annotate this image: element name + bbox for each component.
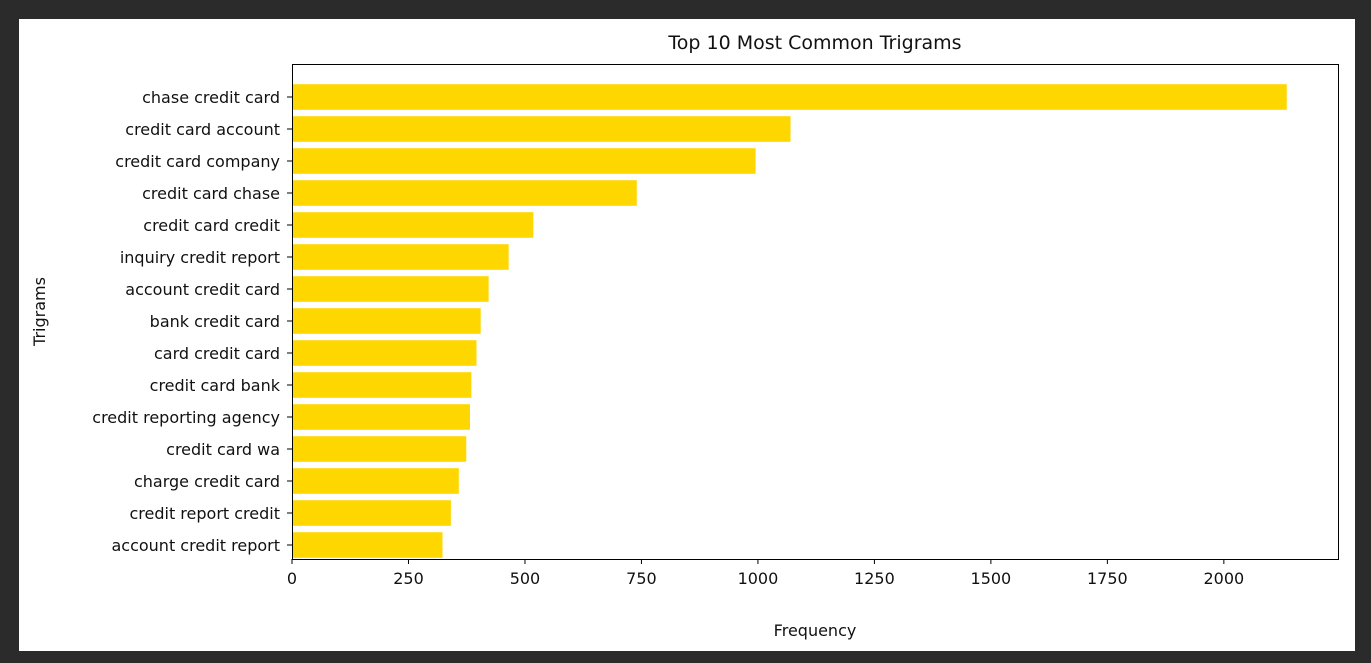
x-tick-label: 750	[626, 569, 657, 588]
y-tick-label: account credit card	[125, 280, 280, 299]
chart-svg: Top 10 Most Common Trigrams chase credit…	[30, 32, 1339, 640]
y-tick-label: credit card credit	[143, 216, 280, 235]
x-tick-label: 500	[510, 569, 541, 588]
y-tick-label: card credit card	[154, 344, 280, 363]
y-tick-label: credit card account	[125, 120, 280, 139]
y-axis-label: Trigrams	[30, 277, 49, 347]
bar	[292, 436, 467, 462]
bar	[292, 404, 470, 430]
bar	[292, 308, 481, 334]
y-tick-label: credit card chase	[142, 184, 280, 203]
x-tick-label: 2000	[1203, 569, 1244, 588]
y-tick-label: chase credit card	[142, 88, 280, 107]
bar	[292, 180, 637, 206]
y-ticks: chase credit card credit card account cred…	[92, 88, 292, 555]
chart-title: Top 10 Most Common Trigrams	[667, 32, 961, 54]
y-tick-label: inquiry credit report	[120, 248, 280, 267]
bar	[292, 372, 472, 398]
bar	[292, 84, 1287, 110]
bar	[292, 212, 534, 238]
bar	[292, 148, 756, 174]
bar	[292, 532, 443, 558]
x-ticks: 0 250 500 750 1000 1250 1500 1750 2000	[287, 559, 1244, 588]
bar	[292, 340, 477, 366]
x-tick-label: 1500	[971, 569, 1012, 588]
bar	[292, 116, 791, 142]
y-tick-label: charge credit card	[134, 472, 280, 491]
y-tick-label: credit card bank	[150, 376, 281, 395]
y-tick-label: credit card wa	[166, 440, 280, 459]
x-axis-label: Frequency	[774, 621, 857, 640]
plot-area-border	[292, 64, 1339, 560]
bars-group	[292, 84, 1287, 558]
x-tick-label: 250	[393, 569, 424, 588]
bar	[292, 244, 509, 270]
chart-figure: Top 10 Most Common Trigrams chase credit…	[19, 19, 1355, 651]
x-tick-label: 1750	[1087, 569, 1128, 588]
x-tick-label: 1250	[854, 569, 895, 588]
bar	[292, 276, 489, 302]
y-tick-label: credit reporting agency	[92, 408, 280, 427]
bar	[292, 500, 451, 526]
y-tick-label: credit report credit	[129, 504, 280, 523]
x-tick-label: 1000	[738, 569, 779, 588]
y-tick-label: account credit report	[111, 536, 280, 555]
bar	[292, 468, 459, 494]
y-tick-label: bank credit card	[150, 312, 280, 331]
x-tick-label: 0	[287, 569, 297, 588]
y-tick-label: credit card company	[115, 152, 280, 171]
